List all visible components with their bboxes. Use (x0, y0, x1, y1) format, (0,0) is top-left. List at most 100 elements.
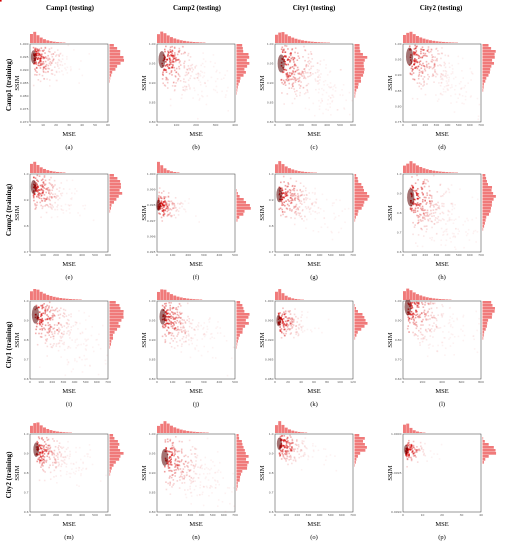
density-cell (281, 331, 283, 334)
density-cell (430, 60, 433, 63)
density-cell (421, 320, 423, 323)
marginal-bar-right (236, 207, 251, 210)
density-cell (40, 195, 43, 197)
density-cell (303, 201, 306, 204)
density-cell (300, 81, 302, 83)
density-cell (408, 453, 410, 456)
density-cell (36, 440, 39, 443)
density-cell (419, 56, 422, 59)
density-cell (416, 222, 419, 225)
density-cell (38, 437, 41, 440)
density-cell (188, 343, 190, 346)
density-cell (184, 460, 187, 463)
density-cell (177, 329, 179, 331)
density-cell (196, 76, 198, 79)
marginal-bar-top (310, 172, 314, 173)
density-cell (57, 342, 60, 345)
density-cell (179, 203, 181, 206)
density-cell (52, 452, 55, 455)
density-cell (286, 328, 289, 331)
density-cell (163, 68, 166, 71)
density-cell (174, 57, 177, 60)
density-cell (175, 329, 178, 332)
density-cell (39, 459, 42, 462)
marginal-bar-right (354, 68, 365, 71)
density-cell (179, 322, 182, 324)
density-cell (214, 472, 216, 474)
density-cell (451, 203, 454, 206)
density-cell (280, 316, 282, 319)
marginal-bar-right (354, 461, 356, 464)
density-cell (169, 104, 172, 107)
density-cell (79, 332, 82, 335)
density-cell (434, 56, 436, 58)
density-cell (43, 302, 45, 305)
density-cell (43, 49, 45, 52)
density-cell (193, 87, 195, 89)
density-cell (410, 302, 412, 304)
density-cell (197, 73, 200, 76)
density-cell (425, 338, 428, 341)
density-cell (310, 67, 312, 70)
density-cell (158, 212, 160, 215)
density-cell (417, 304, 419, 307)
density-cell (54, 315, 56, 317)
density-cell (191, 327, 193, 329)
marginal-bar-right (354, 328, 362, 331)
x-tick-label: 300 (434, 253, 440, 257)
marginal-bar-right (354, 183, 362, 186)
density-cell (46, 318, 49, 321)
density-cell (291, 439, 294, 442)
y-tick-label: 1.000 (147, 172, 156, 176)
density-cell (295, 333, 297, 336)
panel-label: (e) (65, 274, 72, 281)
density-cell (170, 208, 173, 211)
panel-label: (o) (310, 534, 318, 541)
density-cell (283, 311, 285, 314)
density-cell (282, 204, 285, 206)
density-cell (57, 204, 59, 206)
marginal-bar-top (183, 40, 186, 43)
density-cell (423, 65, 425, 67)
density-cell (49, 336, 52, 339)
density-cell (63, 456, 65, 459)
density-cell (43, 462, 45, 464)
density-cell (171, 322, 174, 324)
density-cell (314, 445, 317, 448)
density-cell (223, 335, 226, 337)
density-cell (441, 205, 444, 207)
y-tick-label: 0.985 (265, 358, 274, 362)
density-cell (322, 112, 324, 115)
marginal-bar-right (354, 334, 357, 337)
density-cell (290, 210, 293, 212)
density-cell (34, 332, 37, 335)
density-cell (322, 89, 325, 92)
density-cell (449, 237, 451, 239)
density-cell (420, 337, 423, 340)
density-cell (178, 51, 181, 53)
density-cell (42, 454, 44, 457)
density-cell (170, 215, 173, 218)
density-cell (180, 53, 183, 55)
density-cell (422, 180, 425, 183)
density-cell (203, 333, 205, 336)
density-cell (291, 102, 294, 105)
density-cell (69, 212, 71, 214)
density-cell (445, 230, 448, 233)
density-cell (50, 53, 53, 56)
density-cell (426, 194, 429, 196)
density-cell (183, 481, 186, 484)
density-cell (168, 456, 171, 458)
marginal-bar-top (412, 292, 416, 300)
density-cell (58, 317, 61, 319)
density-cell (433, 62, 436, 65)
density-cell (64, 67, 66, 69)
density-cell (420, 50, 422, 53)
density-cell (283, 445, 286, 447)
density-cell (172, 61, 175, 63)
x-tick-label: 600 (350, 123, 356, 127)
density-cell (85, 349, 87, 351)
density-cell (314, 78, 317, 80)
marginal-bar-top (412, 34, 416, 43)
marginal-bar-right (109, 174, 114, 177)
